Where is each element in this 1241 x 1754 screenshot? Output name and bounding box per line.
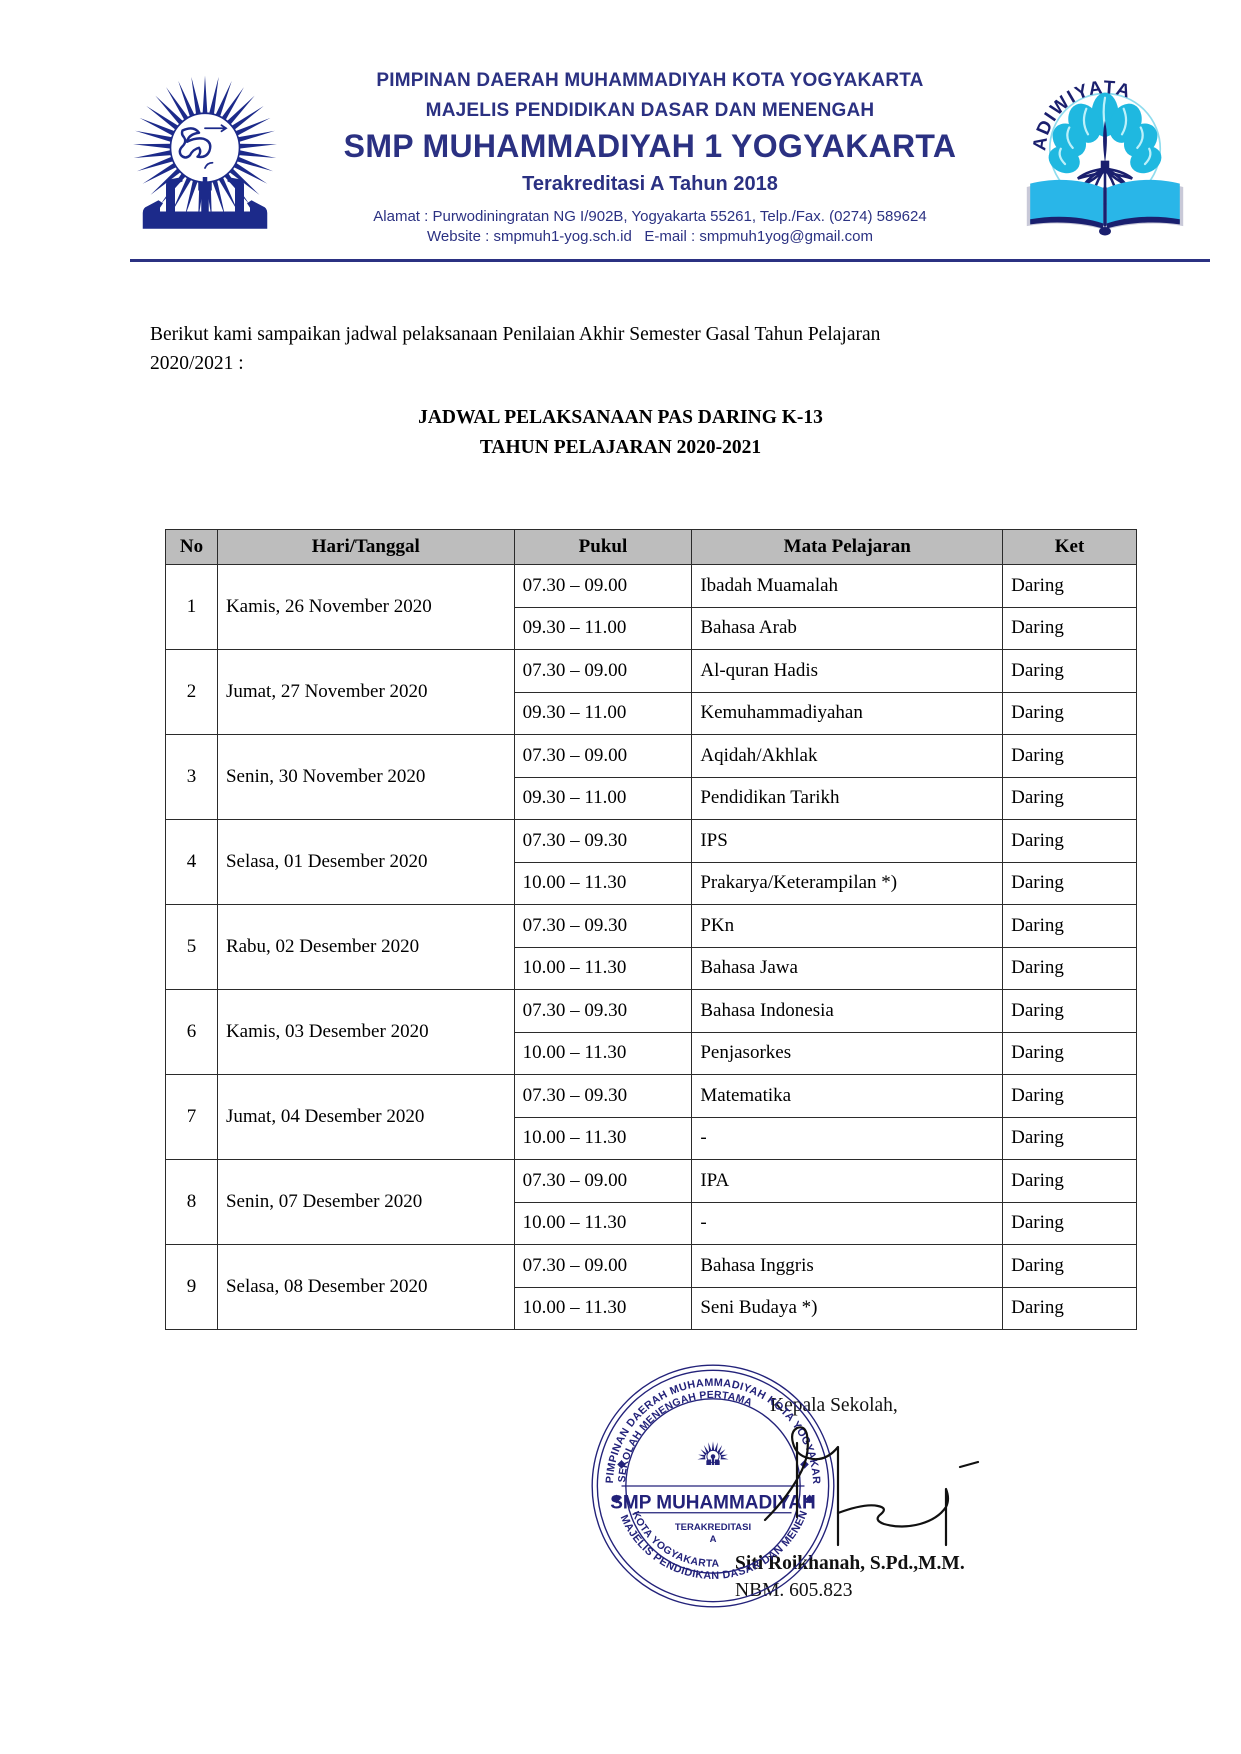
svg-text:A: A [710, 1534, 717, 1545]
svg-text:TERAKREDITASI: TERAKREDITASI [675, 1522, 751, 1533]
svg-text:SEKOLAH MENENGAH PERTAMA: SEKOLAH MENENGAH PERTAMA [617, 1390, 754, 1483]
